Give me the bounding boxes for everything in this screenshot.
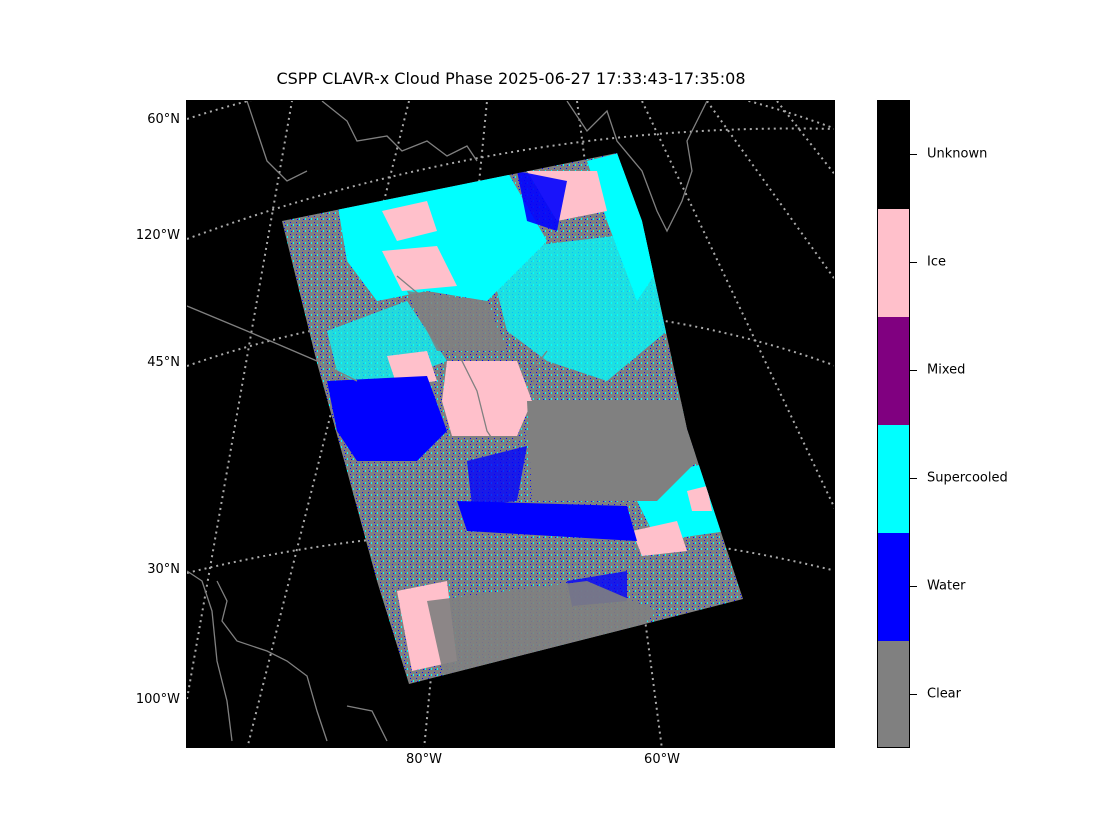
coastline-labrador bbox=[321, 101, 478, 162]
colorbar-label-mixed: Mixed bbox=[927, 362, 966, 378]
colorbar-swatch-supercooled bbox=[878, 425, 909, 533]
meridian-40w bbox=[776, 101, 834, 176]
coastline-gulf-west bbox=[187, 570, 233, 742]
colorbar bbox=[877, 100, 910, 748]
cloud-phase-swath bbox=[282, 153, 743, 684]
colorbar-label-water: Water bbox=[927, 578, 966, 594]
colorbar-swatch-clear bbox=[878, 641, 909, 747]
colorbar-swatch-ice bbox=[878, 209, 909, 317]
lat-label-60n: 60°N bbox=[147, 112, 180, 127]
colorbar-label-unknown: Unknown bbox=[927, 146, 988, 162]
parallel-45n bbox=[187, 307, 834, 367]
colorbar-label-supercooled: Supercooled bbox=[927, 470, 1008, 486]
lon-label-100w: 100°W bbox=[135, 692, 180, 707]
lat-label-30n: 30°N bbox=[147, 562, 180, 577]
chart-title: CSPP CLAVR-x Cloud Phase 2025-06-27 17:3… bbox=[276, 69, 746, 88]
colorbar-label-clear: Clear bbox=[927, 686, 961, 702]
lon-label-80w: 80°W bbox=[406, 752, 442, 767]
lon-label-60w: 60°W bbox=[644, 752, 680, 767]
colorbar-tick bbox=[910, 694, 917, 695]
colorbar-label-ice: Ice bbox=[927, 254, 946, 270]
coastline-gulf bbox=[216, 580, 328, 742]
colorbar-swatch-unknown bbox=[878, 101, 909, 209]
colorbar-swatch-water bbox=[878, 533, 909, 641]
border-us-canada bbox=[187, 305, 358, 382]
coastlines bbox=[187, 101, 708, 742]
colorbar-tick bbox=[910, 154, 917, 155]
lat-label-45n: 45°N bbox=[147, 355, 180, 370]
map-panel[interactable] bbox=[186, 100, 835, 748]
colorbar-swatch-mixed bbox=[878, 317, 909, 425]
coastline-greenland bbox=[566, 101, 708, 233]
coastline-florida bbox=[346, 705, 388, 742]
lon-label-120w: 120°W bbox=[135, 228, 180, 243]
meridian-50w bbox=[706, 101, 834, 280]
colorbar-tick bbox=[910, 478, 917, 479]
colorbar-tick bbox=[910, 262, 917, 263]
colorbar-tick bbox=[910, 586, 917, 587]
map-canvas bbox=[187, 101, 834, 747]
parallel-60n bbox=[187, 101, 834, 130]
colorbar-tick bbox=[910, 370, 917, 371]
coastline-east bbox=[396, 275, 548, 447]
coastline-hudson bbox=[246, 101, 308, 182]
meridian-100w bbox=[187, 101, 293, 700]
